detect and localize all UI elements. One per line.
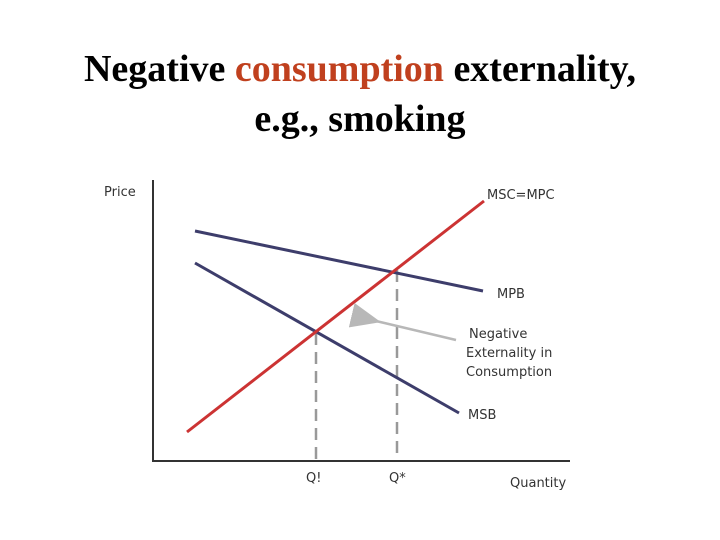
externality-arrow (348, 303, 457, 342)
title-line-2: e.g., smoking (254, 98, 466, 140)
annotation-line-2: Externality in (466, 346, 552, 361)
y-axis-label: Price (104, 185, 136, 200)
q2-label: Q* (389, 471, 406, 486)
q1-label: Q! (306, 471, 321, 486)
x-axis-label: Quantity (510, 476, 566, 491)
title-text-end: externality, (443, 48, 636, 90)
mpb-label: MPB (497, 287, 525, 302)
title-accent-word: consumption (234, 48, 444, 90)
msc-mpc-label: MSC=MPC (487, 188, 555, 203)
msb-curve (194, 261, 460, 415)
title-line-1: Negative consumption externality, (0, 44, 720, 94)
msb-label: MSB (468, 408, 496, 423)
slide-title: Negative consumption externality, e.g., … (0, 44, 720, 144)
msc-mpc-curve (186, 199, 485, 434)
mpb-curve (194, 229, 484, 293)
annotation-line-3: Consumption (466, 365, 552, 380)
annotation-line-1: Negative (469, 327, 527, 342)
title-text-start: Negative (83, 48, 235, 90)
